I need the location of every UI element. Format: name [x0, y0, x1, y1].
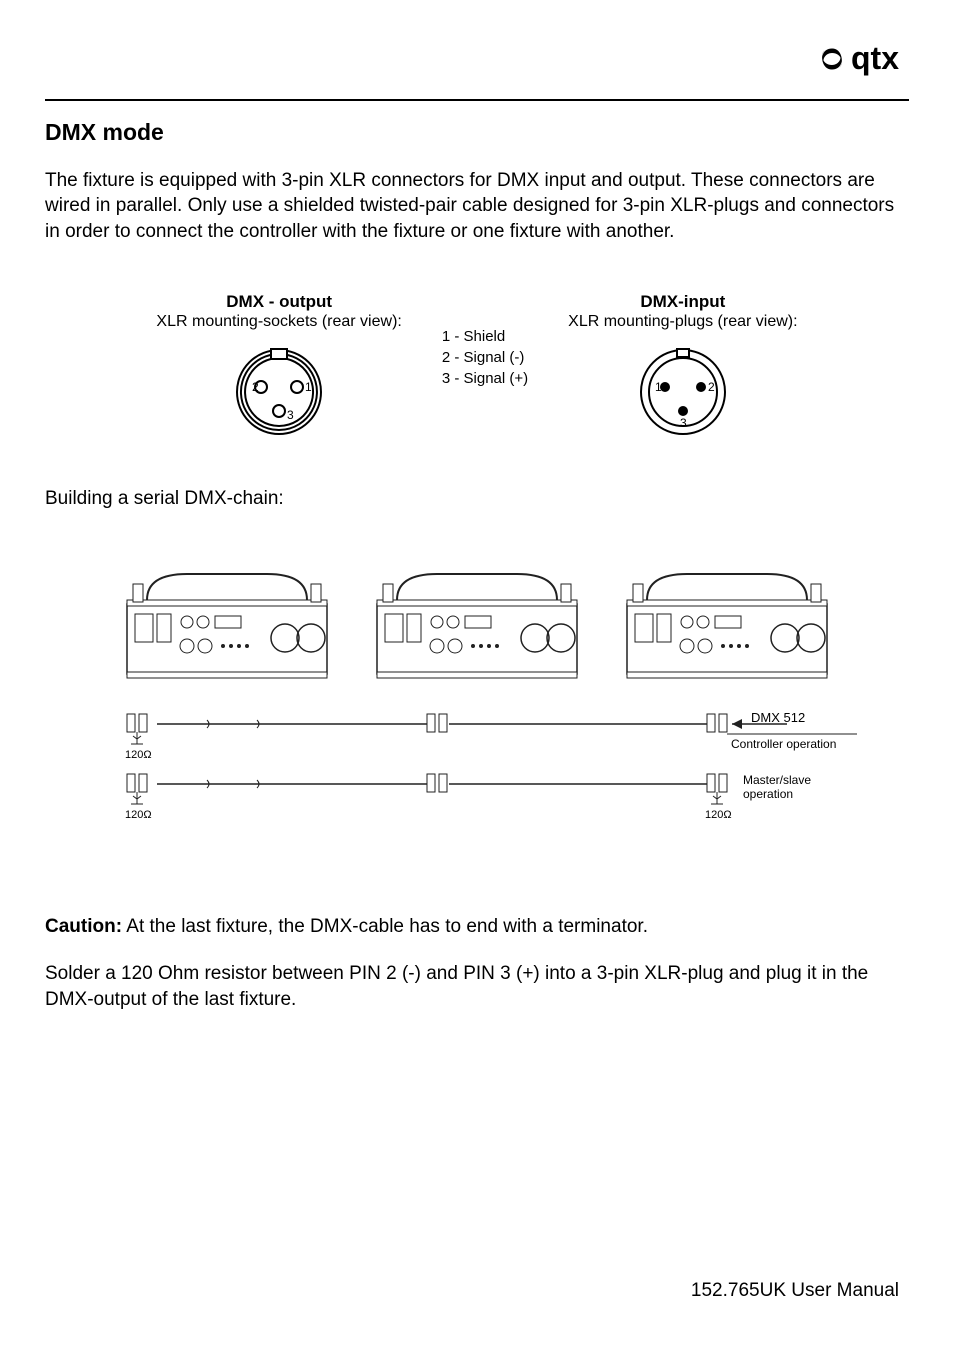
svg-text:1: 1: [305, 380, 312, 394]
pin-legend: 1 - Shield 2 - Signal (-) 3 - Signal (+): [442, 326, 528, 451]
dmx-input-title: DMX-input: [568, 292, 797, 312]
xlr-plug-icon: 1 2 3: [623, 337, 743, 447]
caution-text: At the last fixture, the DMX-cable has t…: [122, 916, 648, 937]
svg-text:3: 3: [680, 416, 687, 430]
brand-name: qtx: [851, 40, 899, 77]
chain-diagram-svg: 120Ω: [87, 534, 867, 854]
terminator-label-1: 120Ω: [125, 749, 152, 761]
pin-legend-2: 2 - Signal (-): [442, 347, 528, 368]
brand-swirl-icon: [817, 44, 847, 74]
footer-text: 152.765UK User Manual: [691, 1280, 899, 1302]
caution-label: Caution:: [45, 916, 122, 937]
solder-paragraph: Solder a 120 Ohm resistor between PIN 2 …: [45, 961, 909, 1012]
connector-diagram-row: DMX - output XLR mounting-sockets (rear …: [45, 292, 909, 451]
dmx512-label: DMX 512: [751, 710, 805, 725]
intro-paragraph: The fixture is equipped with 3-pin XLR c…: [45, 168, 909, 245]
svg-text:1: 1: [655, 380, 662, 394]
dmx-input-subtitle: XLR mounting-plugs (rear view):: [568, 313, 797, 331]
header-divider: [45, 99, 909, 101]
brand-logo: qtx: [817, 40, 899, 77]
svg-text:2: 2: [252, 380, 259, 394]
masterslave-label-1: Master/slave: [743, 773, 811, 787]
section-title: DMX mode: [45, 119, 909, 146]
svg-text:2: 2: [708, 380, 715, 394]
terminator-label-3: 120Ω: [705, 809, 732, 821]
caution-paragraph: Caution: At the last fixture, the DMX-ca…: [45, 914, 909, 940]
svg-text:3: 3: [287, 408, 294, 422]
brand-logo-bar: qtx: [45, 40, 909, 79]
dmx-output-block: DMX - output XLR mounting-sockets (rear …: [156, 292, 401, 451]
pin-legend-3: 3 - Signal (+): [442, 368, 528, 389]
terminator-label-2: 120Ω: [125, 809, 152, 821]
controller-op-label: Controller operation: [731, 737, 836, 751]
dmx-output-subtitle: XLR mounting-sockets (rear view):: [156, 313, 401, 331]
chain-label: Building a serial DMX-chain:: [45, 488, 909, 510]
xlr-socket-icon: 2 1 3: [219, 337, 339, 447]
dmx-output-title: DMX - output: [156, 292, 401, 312]
dmx-input-block: DMX-input XLR mounting-plugs (rear view)…: [568, 292, 797, 451]
chain-diagram: 120Ω: [45, 534, 909, 854]
masterslave-label-2: operation: [743, 787, 793, 801]
pin-legend-1: 1 - Shield: [442, 326, 528, 347]
